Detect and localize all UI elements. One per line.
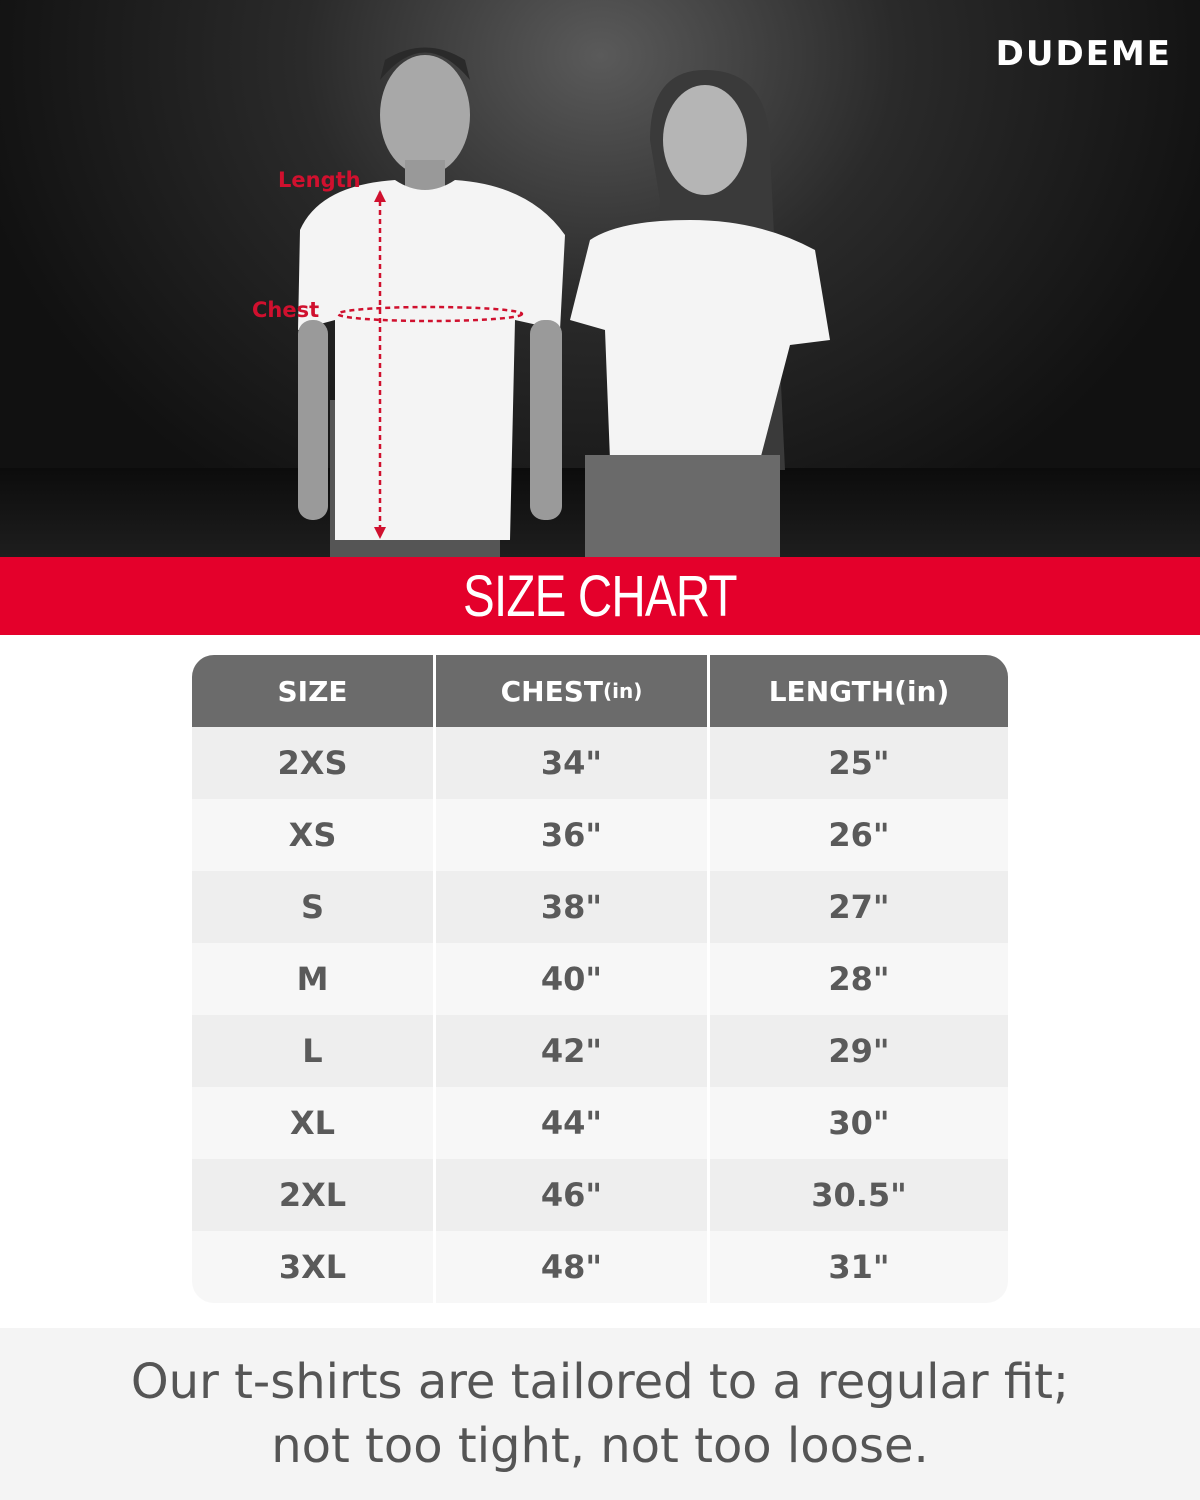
cell-chest: 34" <box>436 727 710 799</box>
model-photo: DUDEME Length Chest <box>0 0 1200 557</box>
table-row: XS 36" 26" <box>192 799 1008 871</box>
cell-chest: 44" <box>436 1087 710 1159</box>
fit-note-line-1: Our t-shirts are tailored to a regular f… <box>130 1354 1070 1410</box>
cell-length: 25" <box>710 727 1008 799</box>
brand-logo: DUDEME <box>995 34 1172 74</box>
length-label: Length <box>278 168 361 192</box>
table-row: XL 44" 30" <box>192 1087 1008 1159</box>
cell-length: 27" <box>710 871 1008 943</box>
header-chest: CHEST (in) <box>436 655 710 727</box>
header-length: LENGTH(in) <box>710 655 1008 727</box>
cell-chest: 40" <box>436 943 710 1015</box>
cell-chest: 46" <box>436 1159 710 1231</box>
cell-chest: 48" <box>436 1231 710 1303</box>
banner-title: SIZE CHART <box>463 563 738 629</box>
size-table: SIZE CHEST (in) LENGTH(in) 2XS 34" 25" XS 36"… <box>192 655 1008 1303</box>
cell-length: 31" <box>710 1231 1008 1303</box>
cell-length: 30" <box>710 1087 1008 1159</box>
table-row: L 42" 29" <box>192 1015 1008 1087</box>
fit-note-line-2: not too tight, not too loose. <box>271 1418 929 1474</box>
cell-chest: 42" <box>436 1015 710 1087</box>
cell-chest: 36" <box>436 799 710 871</box>
table-row: S 38" 27" <box>192 871 1008 943</box>
cell-size: S <box>192 871 436 943</box>
cell-size: M <box>192 943 436 1015</box>
cell-size: XL <box>192 1087 436 1159</box>
cell-size: XS <box>192 799 436 871</box>
cell-size: 2XS <box>192 727 436 799</box>
cell-length: 29" <box>710 1015 1008 1087</box>
header-size: SIZE <box>192 655 436 727</box>
cell-length: 26" <box>710 799 1008 871</box>
cell-size: 3XL <box>192 1231 436 1303</box>
table-row: M 40" 28" <box>192 943 1008 1015</box>
cell-size: L <box>192 1015 436 1087</box>
cell-size: 2XL <box>192 1159 436 1231</box>
cell-length: 28" <box>710 943 1008 1015</box>
fit-note: Our t-shirts are tailored to a regular f… <box>0 1328 1200 1500</box>
table-row: 2XL 46" 30.5" <box>192 1159 1008 1231</box>
chest-label: Chest <box>252 298 320 322</box>
table-header: SIZE CHEST (in) LENGTH(in) <box>192 655 1008 727</box>
chest-line <box>336 305 524 323</box>
table-row: 2XS 34" 25" <box>192 727 1008 799</box>
table-row: 3XL 48" 31" <box>192 1231 1008 1303</box>
cell-length: 30.5" <box>710 1159 1008 1231</box>
size-chart-banner: SIZE CHART <box>0 557 1200 635</box>
cell-chest: 38" <box>436 871 710 943</box>
models-illustration <box>298 47 830 557</box>
